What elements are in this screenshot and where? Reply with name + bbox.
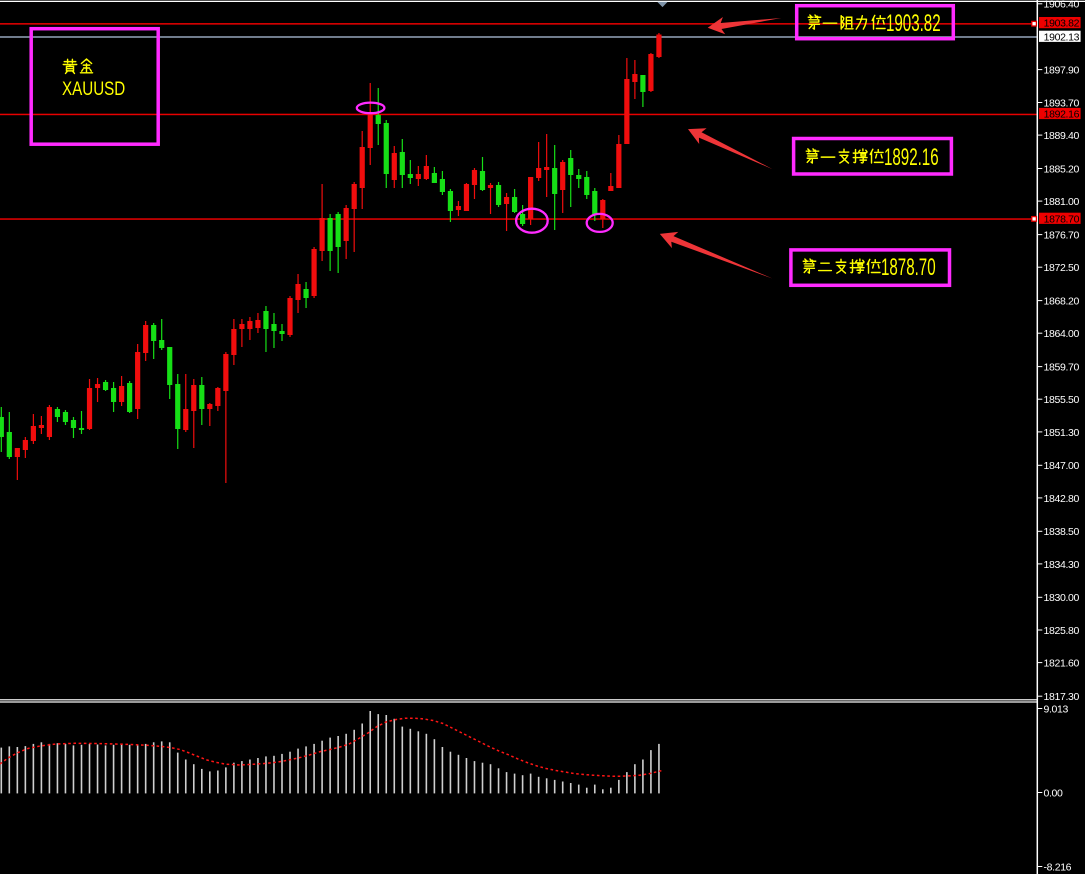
svg-text:1817.30: 1817.30: [1044, 691, 1080, 703]
svg-text:1825.80: 1825.80: [1044, 625, 1080, 637]
svg-text:1881.00: 1881.00: [1044, 196, 1080, 208]
svg-text:1864.00: 1864.00: [1044, 328, 1080, 340]
svg-text:1906.40: 1906.40: [1044, 0, 1080, 11]
svg-text:1889.40: 1889.40: [1044, 130, 1080, 142]
svg-text:1847.00: 1847.00: [1044, 460, 1080, 472]
svg-text:1897.90: 1897.90: [1044, 65, 1080, 77]
svg-text:1834.30: 1834.30: [1044, 559, 1080, 571]
svg-text:1838.50: 1838.50: [1044, 526, 1080, 538]
svg-text:1830.00: 1830.00: [1044, 592, 1080, 604]
svg-text:1892.16: 1892.16: [1044, 109, 1080, 121]
svg-text:1842.80: 1842.80: [1044, 493, 1080, 505]
svg-text:1868.20: 1868.20: [1044, 296, 1080, 308]
svg-text:1892.16: 1892.16: [884, 145, 939, 171]
svg-text:1851.30: 1851.30: [1044, 427, 1080, 439]
svg-text:1821.60: 1821.60: [1044, 658, 1080, 670]
svg-text:1878.70: 1878.70: [1044, 213, 1080, 225]
svg-text:1855.50: 1855.50: [1044, 394, 1080, 406]
svg-text:1876.70: 1876.70: [1044, 230, 1080, 242]
svg-text:1903.82: 1903.82: [1044, 18, 1080, 30]
svg-text:1902.13: 1902.13: [1044, 31, 1080, 43]
svg-text:1872.50: 1872.50: [1044, 262, 1080, 274]
svg-text:1893.70: 1893.70: [1044, 97, 1080, 109]
svg-text:1903.82: 1903.82: [886, 11, 941, 37]
svg-text:-8.216: -8.216: [1044, 861, 1072, 873]
svg-text:0.00: 0.00: [1044, 787, 1064, 799]
svg-text:1859.70: 1859.70: [1044, 362, 1080, 374]
svg-text:1878.70: 1878.70: [881, 255, 936, 281]
svg-text:XAUUSD: XAUUSD: [62, 77, 125, 99]
svg-text:9.013: 9.013: [1044, 703, 1069, 715]
svg-text:1885.20: 1885.20: [1044, 163, 1080, 175]
